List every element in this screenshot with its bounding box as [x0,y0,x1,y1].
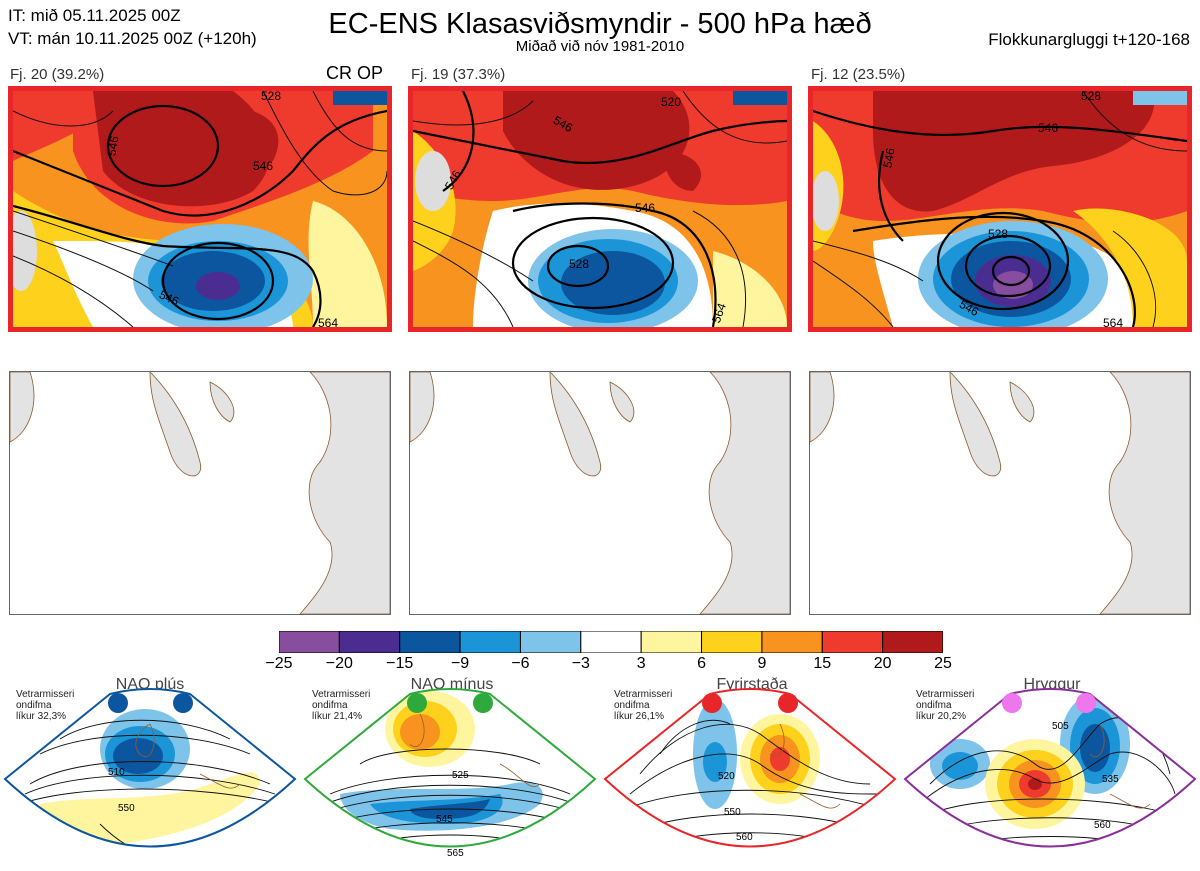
colorbar-segment [821,631,884,653]
regime-4-map[interactable] [900,684,1200,871]
cluster-1-contour-c: 546 [253,159,274,173]
classification-window: Flokkunargluggi t+120-168 [988,30,1190,49]
cluster-3-contour-e: 564 [1103,316,1124,330]
cluster-1-contour-a: 528 [261,89,282,103]
cluster-3-map[interactable]: 528 546 546 546 564 528 [808,86,1192,332]
init-time: IT: mið 05.11.2025 00Z [8,6,181,25]
regime-4-contour-b: 535 [1102,774,1119,785]
cluster-1-label: Fj. 20 (39.2%) [10,66,105,83]
regime-2-map[interactable] [300,684,600,871]
colorbar-segment [640,631,703,653]
cluster-3-secondary-map [809,371,1191,615]
regime-1-contour-b: 550 [118,803,135,814]
regime-3-title: Fyrirstaða [716,676,788,693]
cluster-2-secondary-map [409,371,791,615]
cluster-3-contour-a: 528 [1081,89,1102,103]
colorbar-segment [399,631,461,653]
cluster-3-label: Fj. 12 (23.5%) [811,66,906,83]
regime-1-contour-a: 510 [108,767,125,778]
regime-4-contour-c: 560 [1094,820,1111,831]
colorbar-tick-label: −20 [325,655,353,672]
regime-2-contour-b: 545 [436,814,453,825]
colorbar-segment [459,631,521,653]
colorbar [279,631,943,653]
page-subtitle: Miðað við nóv 1981-2010 [515,38,685,55]
regime-1-meta: Vetrarmisseri ondifma líkur 32,3% [16,689,75,722]
page-title: EC-ENS Klasasviðsmyndir - 500 hPa hæð [328,8,872,40]
header-info: IT: mið 05.11.2025 00Z VT: mán 10.11.202… [8,4,257,50]
colorbar-tick-label: −6 [511,655,530,672]
colorbar-segment [338,631,401,653]
regime-3-contour-b: 550 [724,807,741,818]
colorbar-tick-label: −9 [450,655,470,672]
colorbar-segment [701,631,763,653]
regime-3-map[interactable] [600,684,900,871]
regime-2-meta: Vetrarmisseri ondifma líkur 21,4% [312,689,371,722]
cluster-2-contour-a: 520 [661,95,682,109]
cluster-2-map[interactable]: 520 546 546 546 564 528 [408,86,792,332]
cluster-2-contour-d: 546 [635,201,656,215]
colorbar-tick-label: −3 [571,655,590,672]
regime-3-contour-c: 560 [736,832,753,843]
colorbar-tick-label: 9 [757,655,767,672]
colorbar-tick-label: −15 [386,655,414,672]
valid-time: VT: mán 10.11.2025 00Z (+120h) [8,29,257,48]
regime-2-contour-a: 525 [452,770,469,781]
cluster-2-low-label: 528 [569,257,590,271]
regime-3-meta: Vetrarmisseri ondifma líkur 26,1% [614,689,673,722]
colorbar-segment [580,631,642,653]
regime-3-contour-a: 520 [718,771,735,782]
cluster-1-contour-e: 564 [318,316,339,330]
colorbar-tick-label: 6 [697,655,706,672]
colorbar-tick-label: −25 [265,655,293,672]
cluster-3-low-label: 528 [988,227,1009,241]
regime-2-title: NAO mínus [410,676,494,693]
cluster-1-badge: CR OP [326,63,384,83]
cluster-1-map[interactable]: 528 546 546 546 564 [8,86,392,332]
cluster-3-contour-c: 546 [1038,121,1059,135]
colorbar-tick-label: 25 [934,655,952,672]
regime-1-title: NAO plús [115,676,185,693]
cluster-1-secondary-map [9,371,391,615]
colorbar-tick-label: 20 [873,655,892,672]
colorbar-segment [761,631,823,653]
colorbar-segment [279,631,340,653]
regime-4-contour-a: 505 [1052,721,1069,732]
colorbar-segment [519,631,582,653]
colorbar-tick-label: 15 [813,655,832,672]
regime-2-contour-c: 565 [447,848,464,859]
colorbar-segment [882,631,943,653]
cluster-2-label: Fj. 19 (37.3%) [411,66,506,83]
regime-1-map[interactable] [0,684,300,871]
regime-4-meta: Vetrarmisseri ondifma líkur 20,2% [916,689,975,722]
colorbar-tick-label: 3 [636,655,646,672]
